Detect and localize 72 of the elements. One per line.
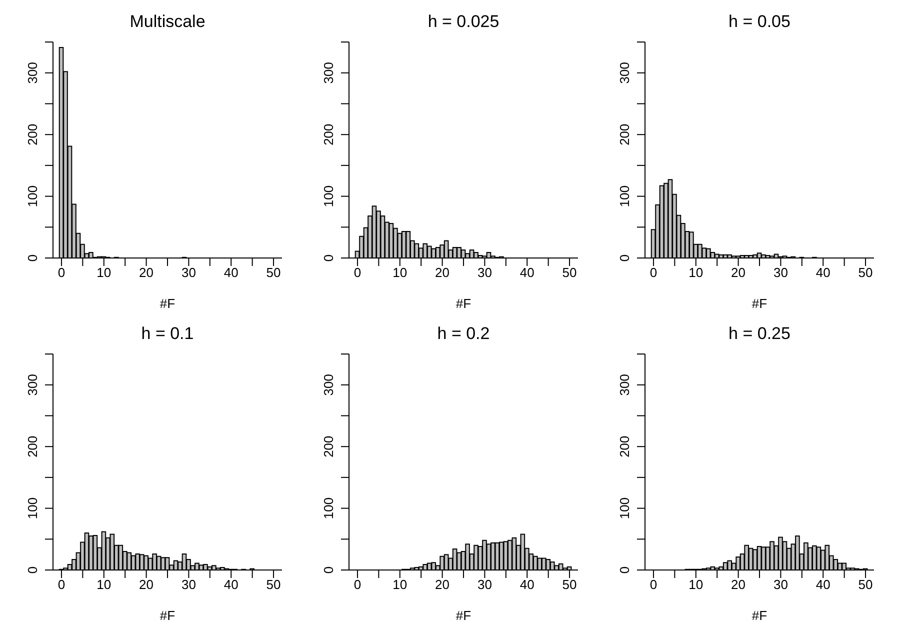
x-tick-label: 20 — [731, 577, 746, 592]
x-tick-label: 40 — [224, 265, 238, 280]
y-tick-label: 0 — [321, 566, 336, 574]
x-tick-label: 20 — [731, 265, 746, 280]
y-tick-label: 0 — [617, 566, 632, 574]
x-tick-label: 40 — [224, 577, 238, 592]
x-tick-label: 30 — [181, 577, 196, 592]
x-tick-label: 40 — [816, 577, 830, 592]
chart-title: Multiscale — [128, 12, 206, 32]
x-tick-label: 10 — [688, 577, 704, 592]
x-tick-label: 30 — [181, 265, 196, 280]
x-tick-label: 40 — [520, 265, 534, 280]
x-tick-label: 0 — [354, 577, 362, 592]
y-tick-label: 0 — [321, 254, 336, 262]
x-tick-label: 30 — [477, 265, 492, 280]
x-tick-label: 40 — [520, 577, 534, 592]
x-tick-label: 50 — [266, 265, 281, 280]
x-tick-label: 0 — [650, 577, 658, 592]
chart-title: h = 0.2 — [436, 324, 491, 344]
x-tick-label: 0 — [58, 577, 66, 592]
chart-title: h = 0.25 — [728, 324, 792, 344]
x-tick-label: 50 — [266, 577, 281, 592]
chart-title: h = 0.05 — [728, 12, 792, 32]
y-tick-label: 100 — [25, 185, 40, 208]
x-tick-label: 10 — [688, 265, 704, 280]
y-tick-label: 0 — [25, 566, 40, 574]
y-tick-label: 100 — [617, 497, 632, 520]
y-tick-label: 100 — [617, 185, 632, 208]
x-tick-label: 20 — [139, 577, 154, 592]
x-tick-label: 20 — [139, 265, 154, 280]
y-tick-label: 200 — [321, 124, 336, 146]
x-tick-label: 0 — [650, 265, 658, 280]
y-tick-label: 0 — [25, 254, 40, 262]
y-tick-label: 200 — [617, 436, 632, 458]
x-tick-label: 40 — [816, 265, 830, 280]
y-tick-label: 200 — [25, 436, 40, 458]
x-tick-label: 0 — [354, 265, 362, 280]
y-tick-label: 300 — [617, 62, 632, 84]
y-tick-label: 200 — [321, 436, 336, 458]
y-tick-label: 300 — [25, 62, 40, 84]
x-axis-title: #F — [456, 296, 472, 311]
x-axis-title: #F — [160, 608, 176, 623]
x-tick-label: 30 — [477, 577, 492, 592]
chart-title: h = 0.1 — [140, 324, 195, 344]
y-tick-label: 300 — [321, 62, 336, 84]
x-tick-label: 20 — [435, 577, 450, 592]
y-tick-label: 200 — [25, 124, 40, 146]
x-axis-title: #F — [456, 608, 472, 623]
y-tick-label: 100 — [321, 497, 336, 520]
x-tick-label: 30 — [773, 577, 788, 592]
x-tick-label: 50 — [858, 577, 873, 592]
x-tick-label: 10 — [96, 577, 112, 592]
x-tick-label: 0 — [58, 265, 66, 280]
x-tick-label: 10 — [392, 265, 408, 280]
x-axis-title: #F — [752, 296, 768, 311]
y-tick-label: 100 — [25, 497, 40, 520]
y-tick-label: 200 — [617, 124, 632, 146]
y-tick-label: 100 — [321, 185, 336, 208]
x-axis-title: #F — [752, 608, 768, 623]
y-tick-label: 300 — [25, 374, 40, 396]
x-tick-label: 10 — [96, 265, 112, 280]
x-tick-label: 30 — [773, 265, 788, 280]
x-tick-label: 50 — [562, 265, 577, 280]
y-tick-label: 0 — [617, 254, 632, 262]
y-tick-label: 300 — [617, 374, 632, 396]
x-tick-label: 50 — [562, 577, 577, 592]
chart-title: h = 0.025 — [426, 12, 500, 32]
x-tick-label: 20 — [435, 265, 450, 280]
x-tick-label: 50 — [858, 265, 873, 280]
x-axis-title: #F — [160, 296, 176, 311]
x-tick-label: 10 — [392, 577, 408, 592]
y-tick-label: 300 — [321, 374, 336, 396]
